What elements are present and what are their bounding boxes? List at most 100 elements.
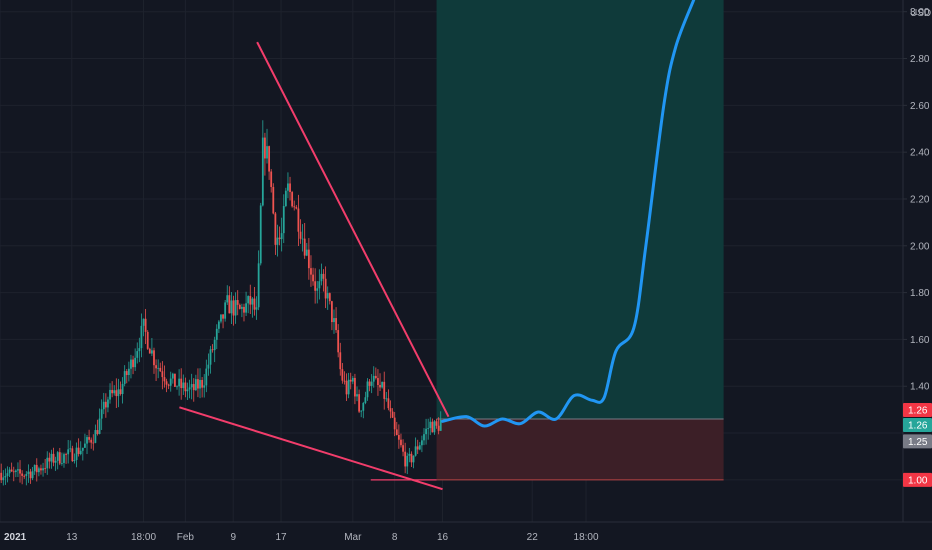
candle-body <box>400 439 402 446</box>
candle-body <box>27 471 30 475</box>
candle-body <box>50 453 53 462</box>
candle-body <box>379 385 381 388</box>
price-tick-label: 2.00 <box>910 241 930 252</box>
candle-body <box>127 368 130 376</box>
candle-body <box>284 190 287 207</box>
candle-body <box>291 192 294 207</box>
candle-body <box>192 384 195 391</box>
candle-body <box>184 382 187 392</box>
long-position-tool[interactable] <box>370 0 724 481</box>
candle-body <box>429 421 432 429</box>
candle-body <box>75 447 78 461</box>
candle-body <box>2 477 5 481</box>
candle-body <box>437 425 440 431</box>
time-tick-label: 17 <box>276 532 288 543</box>
candle-body <box>222 314 224 319</box>
candle-body <box>63 454 65 463</box>
price-badge-label: 1.00 <box>908 475 928 486</box>
candle-body <box>40 468 42 471</box>
projection-path[interactable] <box>441 0 696 428</box>
candle-body <box>297 208 300 232</box>
candle-body <box>341 369 344 381</box>
candle-body <box>339 352 342 370</box>
candle-body <box>88 437 91 440</box>
candle-body <box>67 449 70 455</box>
price-tick-label: 2.20 <box>910 194 930 205</box>
candle-body <box>23 475 26 477</box>
candle-body <box>220 314 222 322</box>
candle-body <box>14 470 17 473</box>
trendlines[interactable] <box>179 41 450 491</box>
price-badge-label: 1.25 <box>908 437 928 448</box>
candle-body <box>6 473 9 476</box>
candle-body <box>431 421 434 433</box>
candle-body <box>410 453 413 463</box>
candle-body <box>236 300 239 305</box>
candle-body <box>261 137 264 206</box>
candle-body <box>393 417 396 430</box>
candle-body <box>249 296 252 305</box>
candle-body <box>322 273 325 279</box>
loss-zone[interactable] <box>436 419 724 480</box>
price-tick-label: 2.60 <box>910 101 930 112</box>
candle-body <box>33 464 36 472</box>
candle-body <box>274 213 277 245</box>
price-badge-label: 1.26 <box>908 421 928 432</box>
candle-body <box>96 430 99 434</box>
candle-body <box>408 453 411 456</box>
candle-body <box>201 379 204 388</box>
candle-body <box>209 349 212 365</box>
profit-zone[interactable] <box>436 0 724 420</box>
candle-body <box>205 368 208 386</box>
candle-body <box>0 472 3 481</box>
candle-body <box>58 452 61 464</box>
candle-body <box>425 428 427 435</box>
candle-body <box>234 300 237 316</box>
candle-body <box>10 469 13 472</box>
candle-body <box>217 321 220 329</box>
candle-body <box>343 380 346 382</box>
candle-body <box>364 397 367 403</box>
currency-label: USD <box>910 8 931 19</box>
price-axis-panel[interactable] <box>903 0 932 550</box>
time-tick-label: 16 <box>437 532 449 543</box>
price-tick-label: 3.00 <box>910 7 930 18</box>
candle-body <box>320 273 323 282</box>
candle-body <box>345 380 348 395</box>
candle-body <box>56 452 59 461</box>
candle-body <box>21 473 24 476</box>
candle-body <box>385 398 388 400</box>
candle-body <box>412 455 415 463</box>
candle-body <box>48 457 51 462</box>
candle-body <box>132 359 134 368</box>
candle-body <box>259 205 262 264</box>
price-axis-ticks: 1.40 1.60 1.80 2.00 2.20 2.40 2.60 2.80 3.00 <box>903 7 930 393</box>
candle-body <box>111 389 114 394</box>
candle-body <box>150 350 153 354</box>
candle-body <box>65 454 67 455</box>
candle-body <box>253 298 256 310</box>
candle-body <box>374 375 377 379</box>
candle-body <box>107 399 109 408</box>
time-axis-panel[interactable] <box>0 522 932 550</box>
candle-body <box>25 474 28 476</box>
candle-body <box>226 295 229 303</box>
candle-body <box>182 382 185 389</box>
trendline[interactable] <box>179 406 443 491</box>
candle-body <box>318 281 321 289</box>
candle-body <box>81 447 84 451</box>
candle-body <box>356 394 358 397</box>
candle-body <box>305 249 308 256</box>
projection-curve[interactable] <box>441 0 696 428</box>
candle-body <box>347 379 350 395</box>
time-axis-ticks: 2021 13 18:00 Feb 9 17 Mar 8 16 22 18:00 <box>4 532 599 543</box>
trendline[interactable] <box>256 41 450 418</box>
candle-body <box>134 357 137 368</box>
candle-body <box>289 183 291 193</box>
candle-body <box>54 460 57 463</box>
candle-body <box>423 434 425 441</box>
candle-body <box>247 296 250 304</box>
candle-body <box>157 367 160 369</box>
